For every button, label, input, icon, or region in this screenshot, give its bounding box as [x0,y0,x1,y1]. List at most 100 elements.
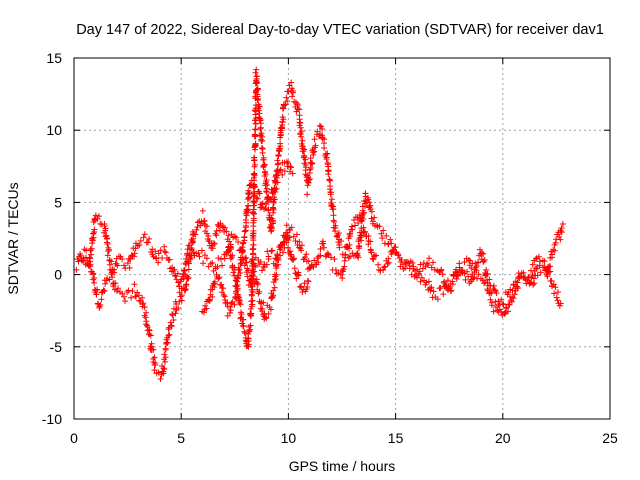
data-point [555,289,562,296]
data-point [332,222,339,229]
data-point [209,293,216,300]
data-point [492,303,499,310]
data-point [339,275,346,282]
data-point [288,224,295,231]
data-point [367,238,374,245]
data-point [259,267,266,274]
data-point [277,252,284,259]
data-point [341,257,348,264]
data-point [324,161,331,168]
data-point [165,326,172,333]
data-point [161,243,168,250]
data-point [301,146,308,153]
data-point [268,223,275,230]
data-point [303,251,310,258]
data-point [307,176,314,183]
data-point [131,250,138,257]
data-point [480,250,487,257]
data-point [379,235,386,242]
data-point [195,250,202,257]
data-point [210,240,217,247]
data-point [259,201,266,208]
data-point [506,301,513,308]
data-point [449,278,456,285]
data-point [199,207,206,214]
data-point [254,195,261,202]
data-point [155,259,162,266]
data-point [311,148,318,155]
data-point [507,293,514,300]
x-tick-label: 0 [70,430,78,446]
data-point [501,311,508,318]
data-point [456,260,463,267]
data-point [305,176,312,183]
data-point [143,309,150,316]
data-point [518,270,525,277]
data-point [192,231,199,238]
data-point [319,125,326,132]
data-point [445,283,452,290]
data-point [209,245,216,252]
data-point [178,297,185,304]
data-point [544,273,551,280]
data-point [225,232,232,239]
data-point [416,268,423,275]
data-point [240,240,247,247]
data-point [389,247,396,254]
x-tick-label: 15 [388,430,404,446]
data-point [97,301,104,308]
data-point [487,296,494,303]
data-point [395,251,402,258]
data-point [190,239,197,246]
data-point [340,266,347,273]
data-point [302,171,309,178]
data-point [213,227,220,234]
data-point [281,168,288,175]
data-point [406,262,413,269]
data-point [258,144,265,151]
data-point [252,107,259,114]
data-point [263,188,270,195]
data-point [91,226,98,233]
data-point [546,269,553,276]
data-point [487,289,494,296]
data-point [246,328,253,335]
data-point [102,225,109,232]
data-point [88,245,95,252]
data-point [96,303,103,310]
data-point [288,164,295,171]
data-point [542,267,549,274]
data-point [305,258,312,265]
data-point [337,271,344,278]
data-point [92,212,99,219]
data-point [101,288,108,295]
data-point [238,260,245,267]
data-point [104,241,111,248]
data-point [274,261,281,268]
data-point [151,354,158,361]
data-point [252,69,259,76]
data-point [127,256,134,263]
data-point [498,308,505,315]
data-point [201,217,208,224]
data-point [289,170,296,177]
data-point [257,124,264,131]
data-point [556,233,563,240]
data-point [263,200,270,207]
data-point [228,231,235,238]
data-point [377,267,384,274]
data-point [372,252,379,259]
data-point [440,291,447,298]
data-point [250,230,257,237]
data-point [510,281,517,288]
data-point [385,255,392,262]
data-point [360,210,367,217]
data-point [136,297,143,304]
data-point [385,259,392,266]
data-point [245,203,252,210]
data-point [447,288,454,295]
data-point [219,262,226,269]
data-point [398,256,405,263]
data-point [465,257,472,264]
data-point [335,239,342,246]
